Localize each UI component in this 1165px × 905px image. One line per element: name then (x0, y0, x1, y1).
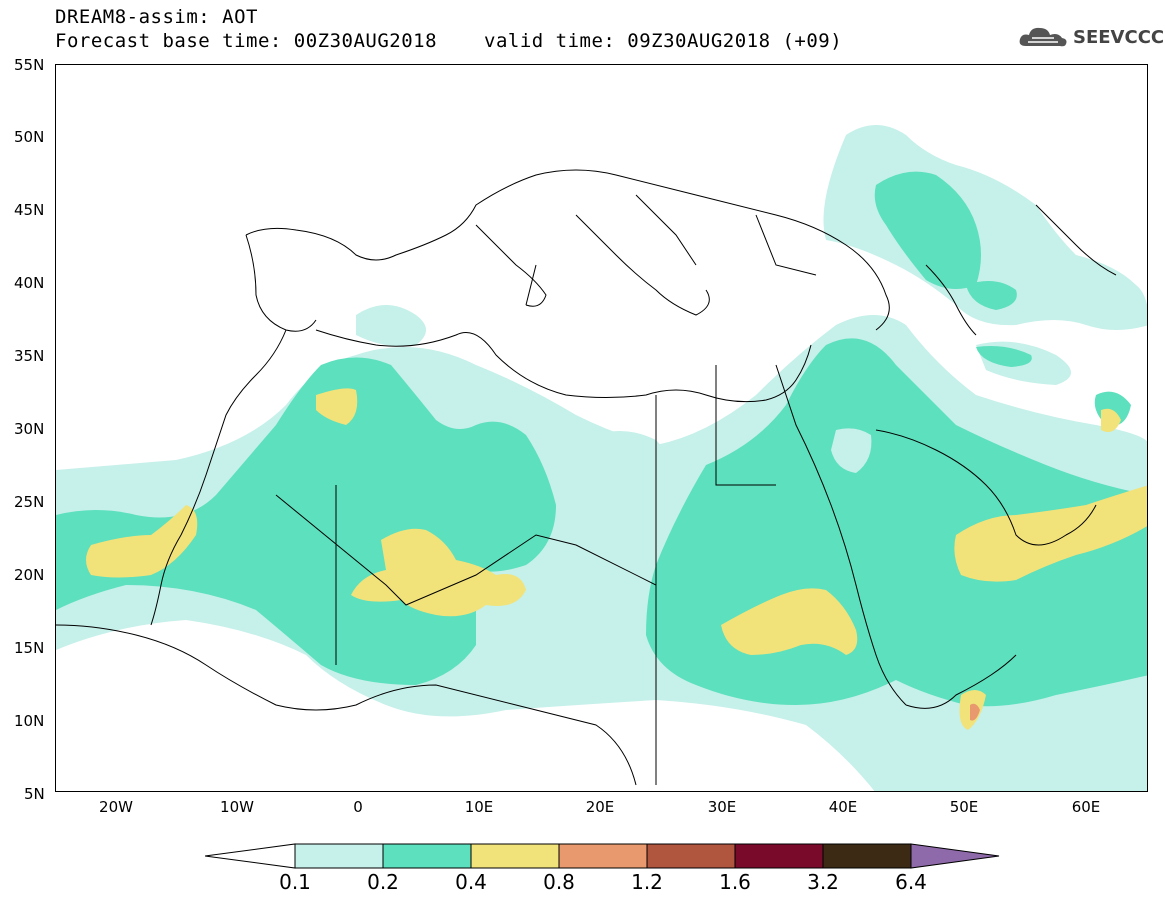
colorbar-swatch (470, 843, 560, 869)
colorbar-arrow-right (910, 843, 1000, 869)
aot-band-0-8 (970, 703, 980, 721)
lat-label: 30N (14, 420, 45, 438)
lat-label: 45N (14, 201, 45, 219)
colorbar-swatch (734, 843, 824, 869)
map-panel[interactable] (55, 64, 1148, 792)
colorbar-swatch (382, 843, 472, 869)
lon-label: 20W (99, 798, 133, 816)
lon-label: 10W (220, 798, 254, 816)
valid-time: valid time: 09Z30AUG2018 (+09) (484, 30, 843, 52)
colorbar-label: 3.2 (807, 870, 839, 894)
colorbar-label: 0.8 (543, 870, 575, 894)
lon-label: 0 (353, 798, 363, 816)
lon-label: 20E (585, 798, 615, 816)
lat-label: 15N (14, 639, 45, 657)
lat-label: 5N (24, 785, 45, 803)
lon-label: 60E (1071, 798, 1101, 816)
lon-label: 50E (949, 798, 979, 816)
lon-label: 30E (707, 798, 737, 816)
lat-label: 20N (14, 566, 45, 584)
colorbar-label: 1.6 (719, 870, 751, 894)
colorbar-arrow-left (205, 843, 296, 869)
lat-label: 10N (14, 712, 45, 730)
aot-map (56, 65, 1147, 791)
colorbar-swatch (558, 843, 648, 869)
lat-label: 50N (14, 128, 45, 146)
colorbar-label: 1.2 (631, 870, 663, 894)
lat-label: 25N (14, 493, 45, 511)
logo-text: SEEVCCC (1073, 26, 1165, 48)
colorbar-label: 0.1 (279, 870, 311, 894)
cloud-icon (1019, 27, 1067, 47)
colorbar (205, 843, 1000, 869)
lon-label: 10E (464, 798, 494, 816)
colorbar-swatch (646, 843, 736, 869)
colorbar-label: 6.4 (895, 870, 927, 894)
colorbar-swatch (822, 843, 912, 869)
colorbar-swatch (294, 843, 384, 869)
lat-label: 55N (14, 56, 45, 74)
lat-label: 35N (14, 347, 45, 365)
forecast-base-time: Forecast base time: 00Z30AUG2018 (55, 30, 438, 52)
coastlines (56, 169, 1117, 786)
map-title: DREAM8-assim: AOT (55, 6, 258, 28)
lat-label: 40N (14, 274, 45, 292)
colorbar-label: 0.2 (367, 870, 399, 894)
lon-label: 40E (828, 798, 858, 816)
seevccc-logo: SEEVCCC (1018, 24, 1164, 50)
colorbar-label: 0.4 (455, 870, 487, 894)
